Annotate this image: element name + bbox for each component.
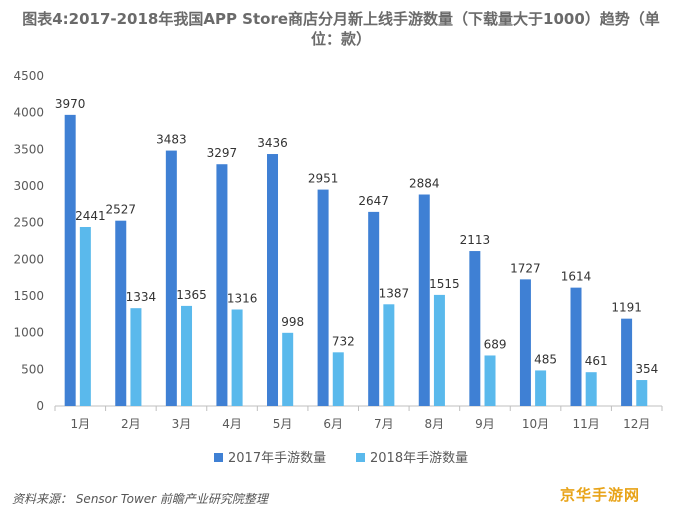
x-tick-label: 10月 — [522, 417, 549, 431]
data-label: 354 — [635, 362, 658, 376]
x-tick-label: 6月 — [323, 417, 343, 431]
data-label: 1316 — [227, 291, 258, 305]
data-label: 461 — [585, 354, 608, 368]
data-label: 3483 — [156, 133, 187, 147]
legend-swatch — [356, 453, 365, 462]
data-label: 1387 — [379, 286, 410, 300]
data-label: 1191 — [611, 301, 642, 315]
legend-swatch — [214, 453, 223, 462]
y-tick-label: 1000 — [13, 326, 44, 340]
y-tick-label: 4500 — [13, 69, 44, 83]
y-tick-label: 1500 — [13, 289, 44, 303]
bar — [418, 194, 430, 406]
x-axis: 1月 2月 3月 4月 5月 6月 7月 8月 9月 10月 11月 12月 — [54, 405, 663, 431]
data-label: 998 — [281, 315, 304, 329]
x-tick-label: 2月 — [121, 417, 141, 431]
data-label: 3297 — [207, 146, 238, 160]
x-tick-label: 7月 — [374, 417, 394, 431]
y-tick-label: 2500 — [13, 216, 44, 230]
x-tick-label: 3月 — [172, 417, 192, 431]
y-tick-label: 4000 — [13, 106, 44, 120]
y-tick-label: 0 — [36, 399, 44, 413]
bar — [317, 189, 329, 406]
bar — [433, 294, 445, 406]
data-label: 1614 — [561, 270, 592, 284]
bar — [267, 154, 279, 406]
legend-label: 2018年手游数量 — [370, 451, 468, 466]
x-tick-label: 4月 — [222, 417, 242, 431]
bar — [181, 305, 193, 406]
bar — [165, 150, 177, 406]
y-tick-label: 3500 — [13, 142, 44, 156]
data-label: 1365 — [176, 288, 207, 302]
bars: 3970 2527 3483 3297 3436 2951 2647 2884 2113 1727… — [55, 97, 658, 406]
bar — [535, 370, 547, 406]
data-label: 3436 — [257, 136, 288, 150]
data-label: 732 — [332, 334, 355, 348]
bar — [368, 211, 380, 406]
data-label: 689 — [484, 337, 507, 351]
x-tick-label: 12月 — [623, 417, 650, 431]
chart-title: 图表4:2017-2018年我国APP Store商店分月新上线手游数量（下载量… — [22, 10, 660, 48]
bar — [332, 352, 344, 406]
y-tick-label: 3000 — [13, 179, 44, 193]
bar — [115, 220, 127, 406]
bar — [484, 355, 496, 406]
bar — [570, 287, 582, 406]
data-label: 3970 — [55, 97, 86, 111]
y-axis: 0 500 1000 1500 2000 2500 3000 3500 4000 4500 — [13, 69, 44, 413]
data-label: 485 — [534, 352, 557, 366]
y-tick-label: 2000 — [13, 252, 44, 266]
data-label: 2647 — [358, 194, 389, 208]
data-label: 2527 — [105, 203, 136, 217]
data-label: 2113 — [460, 233, 491, 247]
data-label: 1515 — [429, 277, 460, 291]
bar — [64, 114, 76, 406]
x-tick-label: 8月 — [425, 417, 445, 431]
data-label: 1334 — [126, 290, 157, 304]
bar — [130, 308, 142, 406]
legend-label: 2017年手游数量 — [228, 451, 326, 466]
x-tick-label: 5月 — [273, 417, 293, 431]
y-tick-label: 500 — [21, 362, 44, 376]
data-label: 2951 — [308, 172, 339, 186]
brand-watermark: 京华手游网 — [560, 486, 641, 504]
bar — [621, 318, 633, 406]
bar — [282, 332, 294, 406]
bar — [585, 372, 597, 406]
bar — [79, 226, 91, 406]
bar — [231, 309, 243, 406]
bar — [469, 251, 481, 406]
bar — [519, 279, 531, 406]
x-tick-label: 11月 — [572, 417, 599, 431]
source-note: 资料来源： Sensor Tower 前瞻产业研究院整理 — [12, 492, 268, 506]
x-tick-label: 1月 — [70, 417, 90, 431]
data-label: 2441 — [75, 209, 106, 223]
data-label: 1727 — [510, 261, 541, 275]
bar — [383, 304, 395, 406]
bar — [636, 380, 648, 406]
data-label: 2884 — [409, 177, 440, 191]
bar — [216, 164, 228, 406]
x-tick-label: 9月 — [475, 417, 495, 431]
legend: 2017年手游数量 2018年手游数量 — [214, 451, 468, 466]
